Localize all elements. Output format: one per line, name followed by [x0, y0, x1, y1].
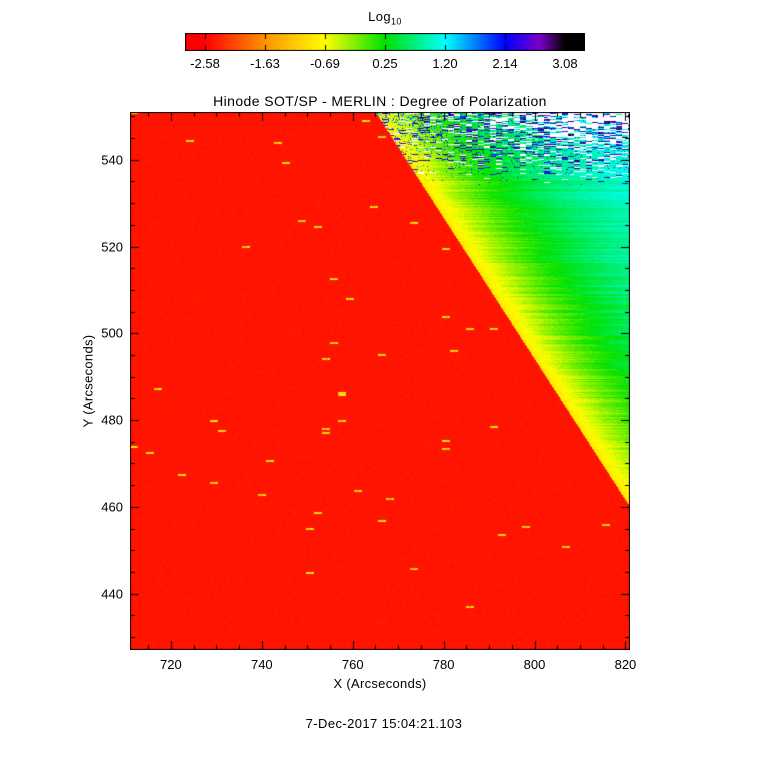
x-tick-label: 820: [614, 657, 637, 672]
y-tick-label: 460: [101, 499, 123, 515]
colorbar-tick-label: 3.08: [552, 56, 578, 71]
colorbar-tick-label: 1.20: [432, 56, 458, 71]
colorbar-title: Log10: [185, 9, 585, 27]
chart-title: Hinode SOT/SP - MERLIN : Degree of Polar…: [213, 93, 547, 109]
x-tick-label: 800: [523, 657, 546, 672]
x-tick-label: 780: [432, 657, 455, 672]
colorbar-tick-label: -1.63: [250, 56, 280, 71]
colorbar-tick-label: 0.25: [372, 56, 398, 71]
timestamp: 7-Dec-2017 15:04:21.103: [305, 716, 463, 731]
x-tick-label: 720: [160, 657, 182, 672]
y-tick-label: 520: [101, 239, 123, 254]
x-tick-label: 740: [250, 657, 273, 672]
heatmap-canvas: [130, 112, 630, 650]
colorbar-title-subscript: 10: [391, 16, 402, 27]
colorbar-tick-label: -2.58: [190, 56, 220, 71]
y-tick-label: 440: [101, 586, 123, 602]
colorbar-title-text: Log: [368, 9, 392, 24]
y-tick-label: 540: [101, 152, 123, 168]
x-axis-label: X (Arcseconds): [333, 676, 427, 691]
colorbar-tick-label: -0.69: [310, 56, 340, 71]
colorbar-tick-label: 2.14: [492, 56, 518, 71]
y-tick-label: 500: [101, 325, 123, 341]
y-axis-label: Y (Arcseconds): [80, 334, 96, 428]
colorbar-gradient: [185, 33, 585, 51]
y-tick-label: 480: [101, 412, 123, 428]
x-tick-label: 760: [341, 657, 364, 672]
